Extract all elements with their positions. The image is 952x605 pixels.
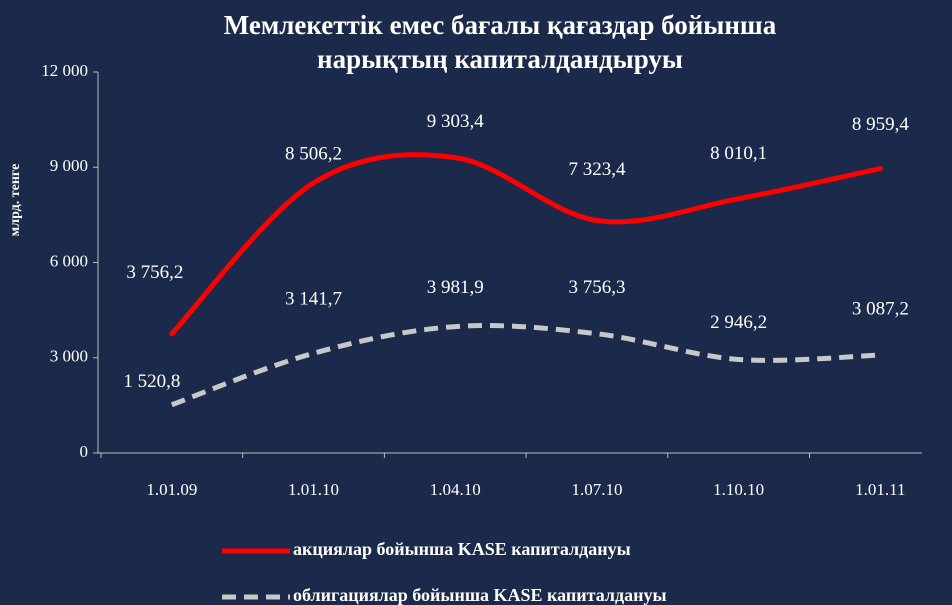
x-tick-label: 1.01.11 <box>855 480 905 499</box>
chart-title: нарықтың капиталдандыруы <box>317 44 683 74</box>
x-tick-label: 1.01.09 <box>146 480 197 499</box>
chart-title: Мемлекеттік емес бағалы қағаздар бойынша <box>224 10 777 40</box>
line-series <box>169 152 883 337</box>
x-tick-label: 1.04.10 <box>430 480 481 499</box>
data-label: 3 981,9 <box>427 277 484 298</box>
data-label: 3 141,7 <box>285 289 342 310</box>
data-label: 8 010,1 <box>710 143 767 164</box>
data-label: 8 959,4 <box>852 114 910 135</box>
y-tick-label: 3 000 <box>50 347 88 366</box>
x-tick-label: 1.10.10 <box>713 480 764 499</box>
y-tick-label: 6 000 <box>50 251 88 270</box>
y-tick-label: 9 000 <box>50 156 88 175</box>
legend-label: акциялар бойынша KASE капиталдануы <box>293 539 631 559</box>
data-label: 2 946,2 <box>710 312 767 333</box>
line-series <box>170 323 881 408</box>
x-tick-label: 1.01.10 <box>288 480 339 499</box>
data-label: 1 520,8 <box>123 371 180 392</box>
legend-label: облигациялар бойынша KASE капиталдануы <box>293 585 667 605</box>
y-tick-label: 0 <box>80 442 89 461</box>
y-axis-label: млрд. тенге <box>8 164 23 237</box>
data-label: 8 506,2 <box>285 143 342 164</box>
data-label: 3 756,3 <box>568 277 625 298</box>
x-tick-label: 1.07.10 <box>571 480 622 499</box>
data-label: 3 087,2 <box>852 298 909 319</box>
y-tick-label: 12 000 <box>41 61 88 80</box>
data-label: 7 323,4 <box>568 159 626 180</box>
data-label: 3 756,2 <box>126 262 183 283</box>
data-label: 9 303,4 <box>427 111 485 132</box>
